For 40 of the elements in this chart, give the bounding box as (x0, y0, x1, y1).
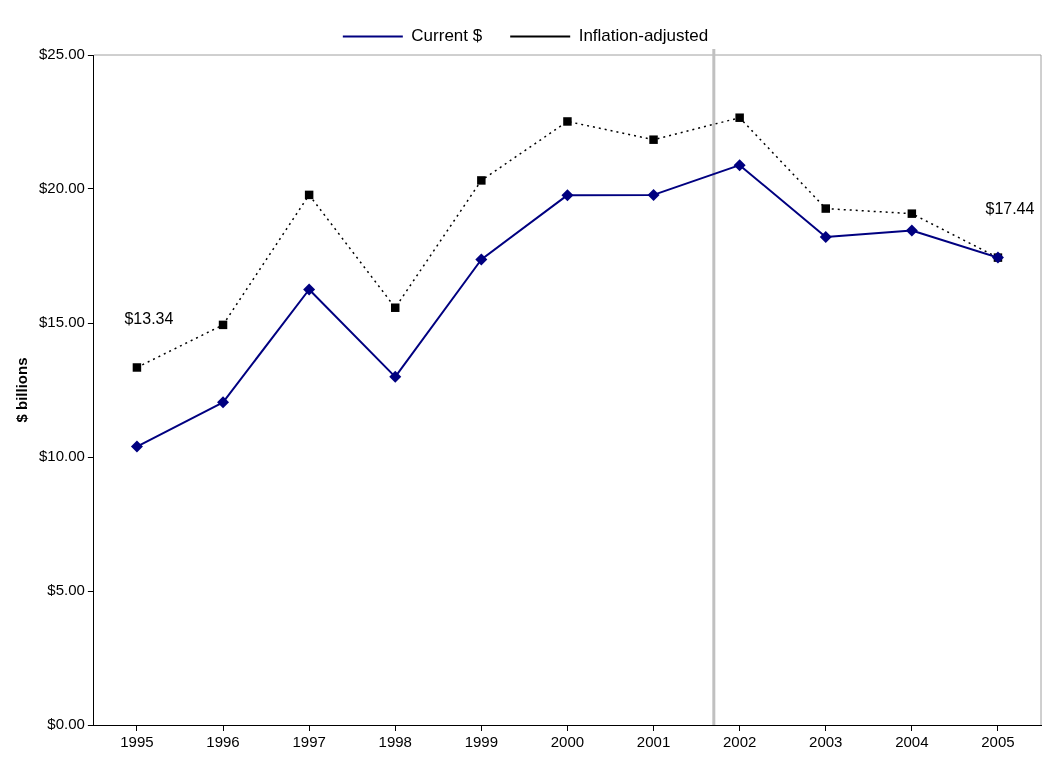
legend-label: Inflation-adjusted (578, 26, 709, 46)
data-label: $13.34 (124, 309, 174, 327)
x-tick-label: 2005 (981, 733, 1015, 751)
point (130, 440, 143, 453)
point (475, 253, 488, 266)
data-label: $17.44 (985, 200, 1035, 218)
legend-label: Current $ (411, 26, 483, 46)
y-tick-label: $0.00 (47, 715, 85, 733)
point (561, 189, 574, 202)
y-tick-label: $10.00 (38, 447, 85, 465)
x-tick-label: 2004 (895, 733, 929, 751)
point (390, 303, 400, 312)
point (303, 283, 316, 296)
point (217, 396, 230, 409)
x-tick-label: 2003 (809, 733, 843, 751)
x-tick-label: 1996 (206, 733, 240, 751)
point (563, 117, 572, 126)
point (735, 113, 744, 122)
point (647, 188, 660, 201)
point (733, 159, 746, 172)
x-tick-label: 1995 (120, 733, 154, 751)
y-tick-label: $20.00 (38, 179, 85, 197)
point (477, 176, 486, 185)
y-tick-label: $5.00 (47, 581, 85, 599)
point (905, 224, 918, 237)
point (821, 204, 830, 213)
point (649, 135, 658, 144)
x-tick-label: 1997 (292, 733, 326, 751)
point (907, 209, 917, 218)
y-axis-title: $ billions (13, 357, 31, 423)
x-tick-label: 1999 (464, 733, 499, 751)
x-tick-label: 2000 (550, 733, 585, 751)
x-tick-label: 1998 (378, 733, 412, 751)
point (132, 363, 142, 372)
point (389, 370, 402, 383)
y-tick-label: $25.00 (38, 45, 85, 63)
y-tick-label: $15.00 (38, 313, 85, 331)
point (819, 230, 832, 243)
x-tick-label: 2001 (636, 733, 671, 751)
x-tick-label: 2002 (722, 733, 757, 751)
